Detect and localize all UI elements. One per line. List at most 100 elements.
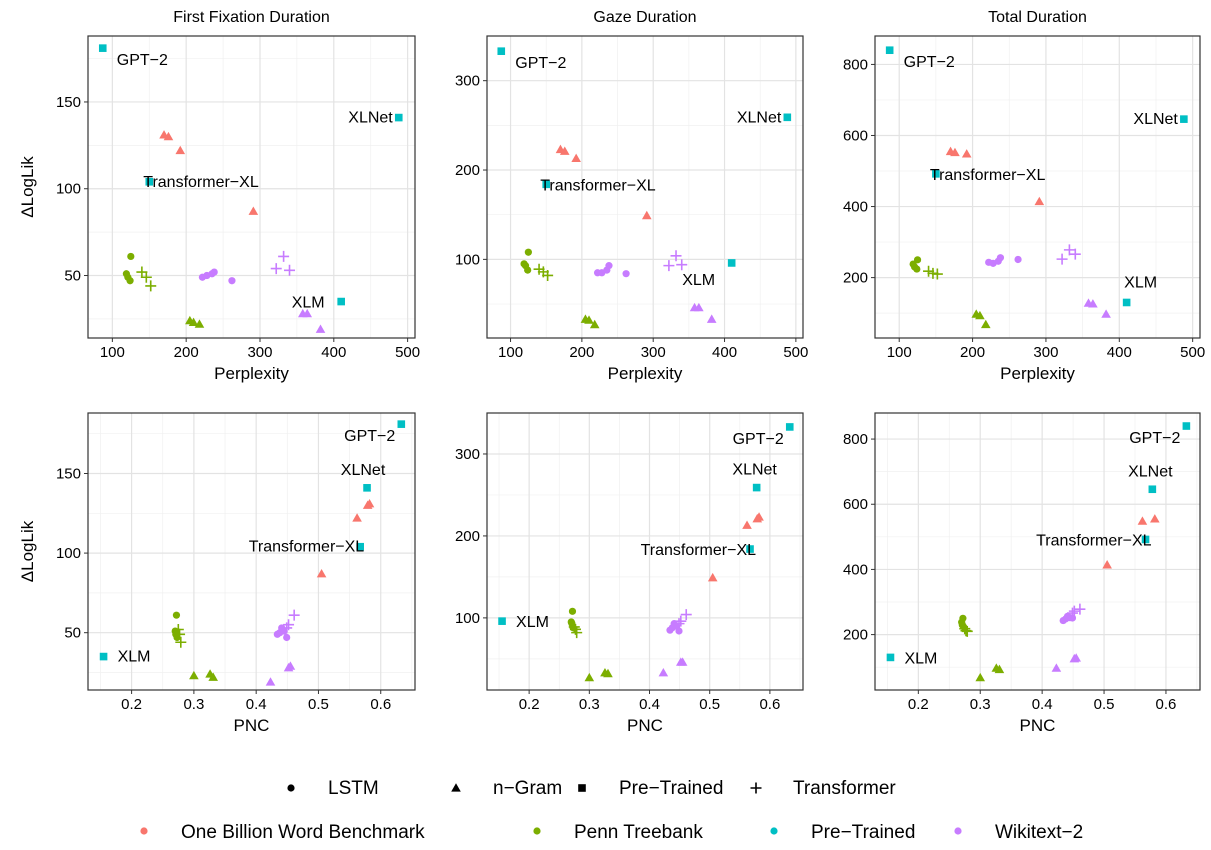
legend-key-plus — [750, 782, 762, 794]
data-point-wikitext-2-plus — [676, 259, 688, 271]
model-label-gpt-2: GPT−2 — [117, 52, 168, 69]
data-point-wikitext-2-triangle — [265, 677, 276, 686]
panel-1: GPT−2 XLNet Transformer−XL XLM 100 200 300 400 5… — [18, 9, 420, 383]
x-tick-label: 300 — [1033, 344, 1058, 361]
legend-key-circle — [287, 784, 295, 792]
x-axis-title: Perplexity — [1000, 364, 1075, 383]
panel-border — [874, 35, 1201, 339]
plot-background — [88, 36, 415, 338]
legend-item-one-billion-word-benchmark: One Billion Word Benchmark — [140, 822, 425, 843]
x-tick-label: 100 — [498, 344, 523, 361]
data-point-penn-treebank-plus — [174, 628, 186, 640]
data-point-wikitext-2-triangle — [302, 308, 313, 318]
model-label-xlnet: XLNet — [732, 462, 777, 479]
panel-border — [486, 35, 804, 339]
legend-key-pre-trained — [770, 827, 778, 835]
data-point-one-billion-word-benchmark-triangle — [559, 146, 570, 155]
model-label-xlnet: XLNet — [348, 110, 393, 127]
data-point-penn-treebank-circle — [126, 277, 134, 285]
model-label-xlnet: XLNet — [737, 109, 782, 126]
y-tick-label: 600 — [843, 127, 868, 144]
legend-key-penn-treebank — [533, 827, 541, 835]
y-tick-label: 150 — [56, 94, 81, 111]
x-tick-label: 0.6 — [1156, 696, 1177, 713]
data-point-one-billion-word-benchmark-triangle — [163, 131, 174, 141]
plot-background — [487, 36, 803, 338]
data-point-wikitext-2-plus — [288, 609, 300, 621]
data-point-wikitext-2-triangle — [1071, 653, 1081, 662]
data-point-pre-trained-square — [1148, 485, 1157, 494]
data-point-wikitext-2-plus — [663, 260, 675, 272]
legend-label: n−Gram — [493, 778, 562, 799]
legend-label: One Billion Word Benchmark — [181, 822, 425, 843]
data-point-penn-treebank-plus — [175, 636, 187, 648]
legend-item-lstm: LSTM — [287, 778, 379, 799]
data-point-pre-trained-square — [886, 653, 895, 662]
data-point-one-billion-word-benchmark-triangle — [961, 149, 972, 158]
data-point-penn-treebank-circle — [568, 607, 577, 615]
model-label-gpt-2: GPT−2 — [733, 431, 784, 448]
data-point-pre-trained-square — [356, 542, 364, 551]
x-tick-label: 0.5 — [699, 696, 720, 713]
y-tick-label: 300 — [455, 446, 480, 463]
data-point-pre-trained-square — [1182, 422, 1191, 430]
data-point-pre-trained-square — [542, 180, 551, 189]
data-point-wikitext-2-circle — [283, 633, 291, 642]
model-label-gpt-2: GPT−2 — [344, 428, 395, 445]
legend-key-triangle — [451, 783, 461, 792]
data-point-wikitext-2-triangle — [694, 302, 704, 312]
model-label-xlm: XLM — [1124, 274, 1157, 291]
y-tick-label: 100 — [455, 610, 480, 627]
data-point-one-billion-word-benchmark-triangle — [752, 513, 763, 523]
data-point-penn-treebank-triangle — [994, 664, 1005, 674]
data-point-pre-trained-square — [727, 259, 736, 267]
model-label-gpt-2: GPT−2 — [904, 54, 955, 71]
legend-item-penn-treebank: Penn Treebank — [533, 822, 703, 843]
data-point-pre-trained-square — [1122, 298, 1131, 307]
legend-item-transformer: Transformer — [750, 778, 896, 799]
x-tick-label: 0.5 — [1094, 696, 1115, 713]
x-axis-title: PNC — [234, 716, 270, 735]
data-point-penn-treebank-triangle — [208, 672, 218, 681]
data-point-wikitext-2-plus — [1074, 603, 1086, 615]
data-point-wikitext-2-circle — [1014, 255, 1022, 264]
y-tick-label: 100 — [56, 181, 81, 198]
data-point-penn-treebank-circle — [172, 611, 181, 619]
data-point-pre-trained-square — [99, 652, 108, 661]
y-tick-label: 600 — [843, 496, 868, 513]
legend-label: Transformer — [793, 778, 896, 799]
y-tick-label: 200 — [455, 162, 480, 179]
data-point-pre-trained-square — [932, 170, 940, 178]
model-label-xlnet: XLNet — [341, 462, 386, 479]
data-point-pre-trained-square — [363, 484, 371, 492]
model-label-xlnet: XLNet — [1128, 463, 1173, 480]
data-point-penn-treebank-triangle — [584, 672, 595, 682]
data-point-wikitext-2-plus — [284, 264, 296, 276]
model-label-xlnet: XLNet — [1133, 111, 1178, 128]
data-point-pre-trained-square — [1180, 115, 1188, 123]
data-point-penn-treebank-plus — [172, 624, 184, 636]
data-point-pre-trained-square — [145, 177, 154, 186]
x-tick-label: 300 — [641, 344, 666, 361]
y-tick-label: 150 — [56, 465, 81, 482]
data-point-pre-trained-square — [497, 47, 506, 55]
data-point-penn-treebank-plus — [961, 625, 973, 637]
data-point-wikitext-2-circle — [622, 270, 630, 278]
data-point-wikitext-2-plus — [1063, 244, 1075, 256]
panel-border — [486, 412, 804, 691]
y-tick-label: 200 — [843, 270, 868, 287]
data-point-wikitext-2-plus — [675, 615, 687, 627]
y-tick-label: 50 — [64, 625, 81, 642]
data-point-wikitext-2-triangle — [706, 314, 717, 323]
data-point-penn-treebank-triangle — [584, 315, 594, 324]
y-axis-title: ΔLogLik — [18, 156, 37, 218]
data-point-wikitext-2-circle — [210, 268, 218, 276]
panel-title: First Fixation Duration — [173, 9, 330, 26]
x-tick-label: 0.4 — [1032, 696, 1053, 713]
x-axis-title: PNC — [1020, 716, 1056, 735]
data-point-penn-treebank-plus — [959, 623, 971, 635]
model-label-transformer-xl: Transformer−XL — [1036, 532, 1152, 549]
y-tick-label: 50 — [64, 268, 81, 285]
x-axis-title: PNC — [627, 716, 663, 735]
x-tick-label: 0.2 — [908, 696, 929, 713]
